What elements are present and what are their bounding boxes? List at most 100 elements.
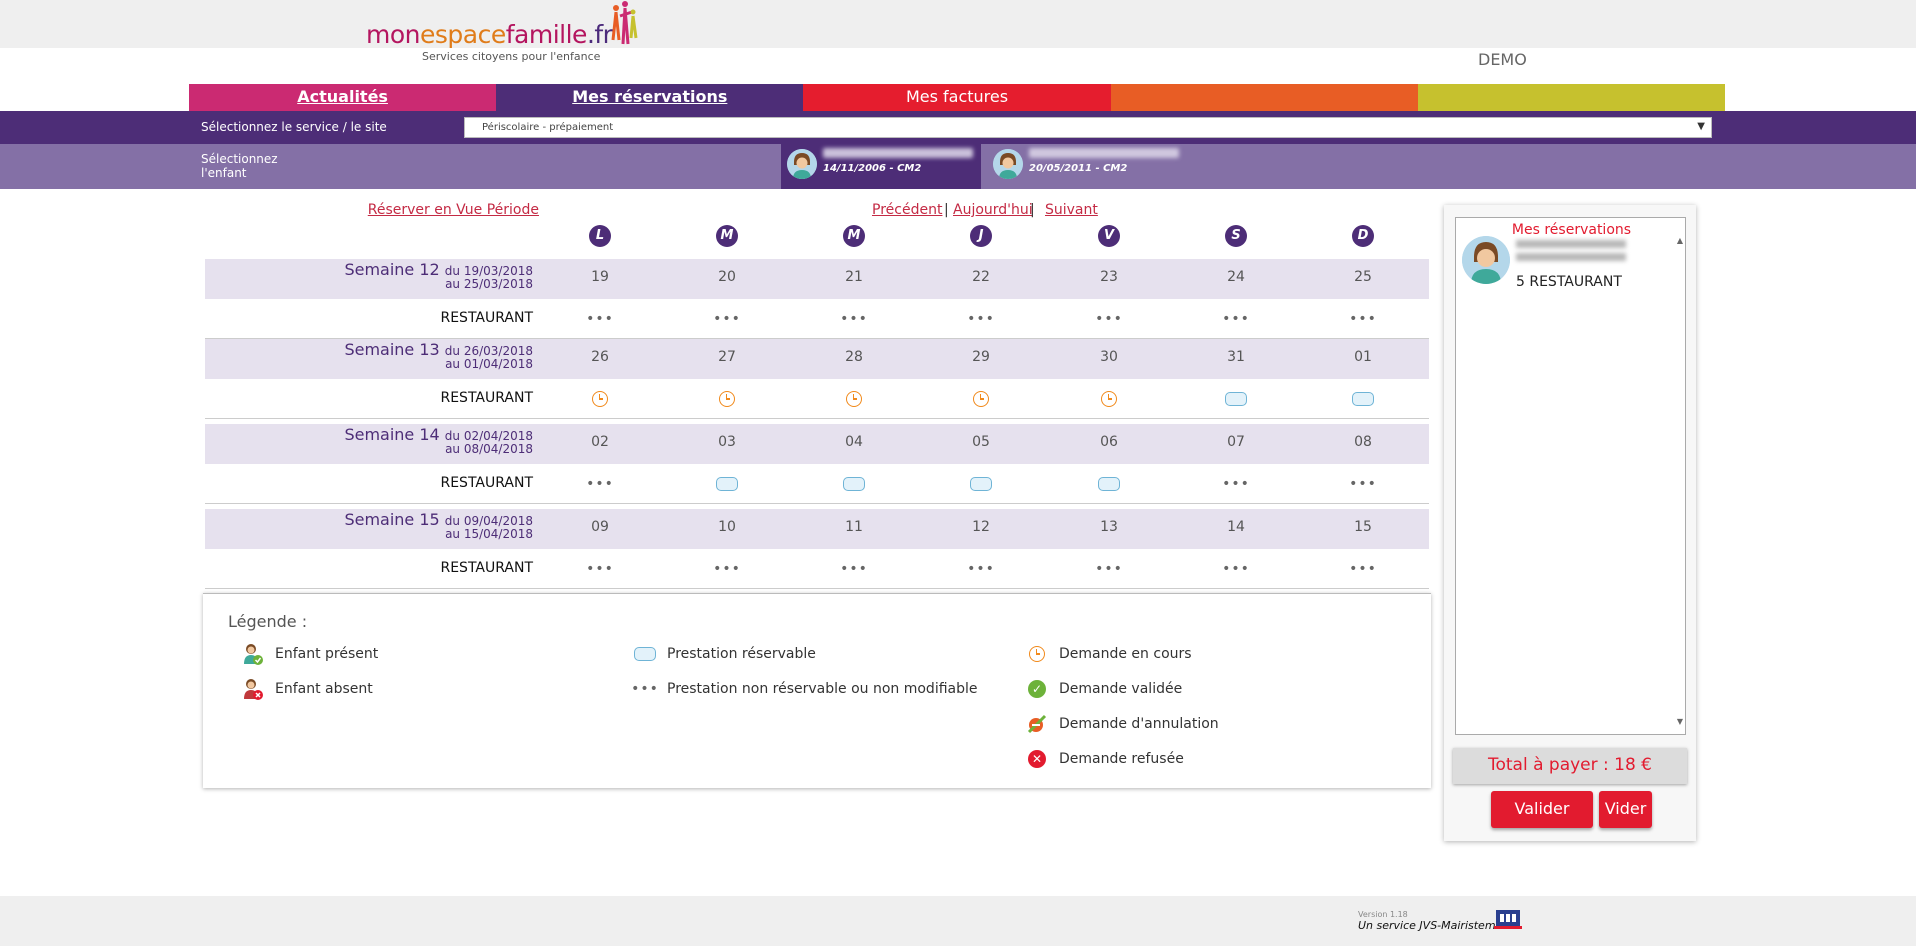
link-precedent[interactable]: Précédent — [872, 202, 943, 218]
vider-button[interactable]: Vider — [1599, 791, 1652, 828]
scroll-down-icon[interactable]: ▼ — [1676, 717, 1683, 726]
non-reservable-dots-icon: ••• — [1222, 561, 1250, 577]
child-avatar-icon — [1462, 236, 1510, 284]
week-name: Semaine 15 — [344, 510, 445, 529]
reservable-slot[interactable] — [842, 475, 866, 493]
child-present-icon — [244, 644, 263, 665]
reservations-panel: Mes réservations 5 RESTAURANT ▲ ▼ Total … — [1444, 205, 1696, 841]
week-title: Semaine 13 du 26/03/2018 — [344, 340, 533, 359]
legend-non-reservable: ••• Prestation non réservable ou non mod… — [631, 677, 978, 701]
day-number: 25 — [1354, 269, 1372, 285]
reservable-slot[interactable] — [969, 475, 993, 493]
child-info: 20/05/2011 - CM2 — [1029, 163, 1128, 174]
legend-present: Enfant présent — [241, 642, 378, 666]
child-name-blurred — [1029, 148, 1179, 158]
day-number: 27 — [718, 349, 736, 365]
day-number: 07 — [1227, 434, 1245, 450]
logo[interactable]: monespacefamille.fr Services citoyens po… — [366, 20, 613, 64]
week-to-date: au 15/04/2018 — [445, 527, 533, 541]
pending-clock-icon[interactable] — [715, 390, 739, 408]
service-name: RESTAURANT — [440, 560, 533, 576]
reservations-title: Mes réservations — [1511, 222, 1632, 238]
non-reservable-dots-icon: ••• — [1349, 476, 1377, 492]
legend-non-reservable-label: Prestation non réservable ou non modifia… — [667, 681, 978, 697]
service-select[interactable]: Périscolaire - prépaiement ▼ — [464, 117, 1712, 138]
link-suivant[interactable]: Suivant — [1045, 202, 1098, 218]
tab-mes-reservations[interactable]: Mes réservations — [496, 84, 804, 111]
valider-button[interactable]: Valider — [1491, 791, 1593, 828]
week-to-date: au 08/04/2018 — [445, 442, 533, 456]
weekday-badge: M — [843, 225, 865, 247]
pending-clock-icon[interactable] — [842, 390, 866, 408]
link-separator: | — [944, 202, 949, 218]
day-number: 13 — [1100, 519, 1118, 535]
pending-clock-icon[interactable] — [969, 390, 993, 408]
week-title: Semaine 14 du 02/04/2018 — [344, 425, 533, 444]
legend-absent-label: Enfant absent — [275, 681, 373, 697]
weekday-badge: L — [589, 225, 611, 247]
day-number: 22 — [972, 269, 990, 285]
week-from-date: du 02/04/2018 — [444, 429, 533, 443]
child-avatar-icon — [787, 149, 817, 179]
day-number: 11 — [845, 519, 863, 535]
jvs-service-label: Un service JVS-Mairistem — [1358, 919, 1496, 932]
service-name: RESTAURANT — [440, 310, 533, 326]
child-card-2[interactable]: 20/05/2011 - CM2 — [987, 144, 1187, 189]
tab-mes-factures[interactable]: Mes factures — [803, 84, 1111, 111]
week-row: Semaine 13 du 26/03/2018 au 01/04/2018 26 2… — [205, 339, 1429, 379]
service-label: Sélectionnez le service / le site — [201, 120, 387, 134]
legend-validee-label: Demande validée — [1059, 681, 1183, 697]
non-reservable-dots-icon: ••• — [840, 561, 868, 577]
child-label-line2: l'enfant — [201, 166, 247, 180]
pending-clock-icon[interactable] — [588, 390, 612, 408]
week-from-date: du 26/03/2018 — [444, 344, 533, 358]
week-name: Semaine 13 — [344, 340, 445, 359]
tab-olive[interactable] — [1417, 84, 1726, 111]
non-reservable-dots-icon: ••• — [967, 311, 995, 327]
dropdown-arrow-icon: ▼ — [1697, 121, 1705, 132]
legend-absent: Enfant absent — [241, 677, 373, 701]
top-strip — [0, 0, 1916, 48]
week-from-date: du 09/04/2018 — [444, 514, 533, 528]
day-number: 28 — [845, 349, 863, 365]
link-vue-periode[interactable]: Réserver en Vue Période — [367, 202, 539, 218]
pending-clock-icon[interactable] — [1097, 390, 1121, 408]
legend-reservable: Prestation réservable — [633, 642, 816, 666]
week-name: Semaine 14 — [344, 425, 445, 444]
child-absent-icon — [244, 679, 263, 700]
child-bar: Sélectionnez l'enfant 14/11/2006 - CM2 2… — [0, 144, 1916, 189]
day-number: 06 — [1100, 434, 1118, 450]
link-aujourdhui[interactable]: Aujourd'hui — [953, 202, 1033, 218]
week-from-date: du 19/03/2018 — [444, 264, 533, 278]
tab-actualites[interactable]: Actualités — [189, 84, 497, 111]
week-title: Semaine 15 du 09/04/2018 — [344, 510, 533, 529]
week-to-date: au 01/04/2018 — [445, 357, 533, 371]
non-reservable-dots-icon: ••• — [1349, 561, 1377, 577]
day-number: 02 — [591, 434, 609, 450]
legend-en-cours-label: Demande en cours — [1059, 646, 1192, 662]
legend: Légende : Enfant présent Enfant absent P… — [203, 593, 1431, 788]
reservable-slot[interactable] — [1097, 475, 1121, 493]
logo-tagline: Services citoyens pour l'enfance — [422, 50, 601, 63]
day-number: 26 — [591, 349, 609, 365]
day-number: 03 — [718, 434, 736, 450]
reservable-slot[interactable] — [1224, 390, 1248, 408]
legend-title: Légende : — [228, 612, 308, 631]
reservable-slot[interactable] — [715, 475, 739, 493]
child-select-label: Sélectionnez l'enfant — [201, 152, 321, 180]
clock-icon — [1025, 642, 1049, 666]
service-row: RESTAURANT — [205, 379, 1429, 419]
reservable-slot[interactable] — [1351, 390, 1375, 408]
non-reservable-dots-icon: ••• — [631, 681, 659, 697]
weekday-badge: S — [1225, 225, 1247, 247]
child-card-1[interactable]: 14/11/2006 - CM2 — [781, 144, 981, 189]
tab-orange[interactable] — [1110, 84, 1418, 111]
reservations-list[interactable]: Mes réservations 5 RESTAURANT ▲ ▼ — [1455, 217, 1686, 735]
link-separator: | — [1030, 202, 1035, 218]
weekday-badge: M — [716, 225, 738, 247]
week-row: Semaine 12 du 19/03/2018 au 25/03/2018 19 2… — [205, 259, 1429, 299]
jvs-mairistem-logo-icon[interactable] — [1492, 906, 1524, 934]
scroll-up-icon[interactable]: ▲ — [1676, 236, 1683, 245]
non-reservable-dots-icon: ••• — [713, 311, 741, 327]
legend-reservable-label: Prestation réservable — [667, 646, 816, 662]
